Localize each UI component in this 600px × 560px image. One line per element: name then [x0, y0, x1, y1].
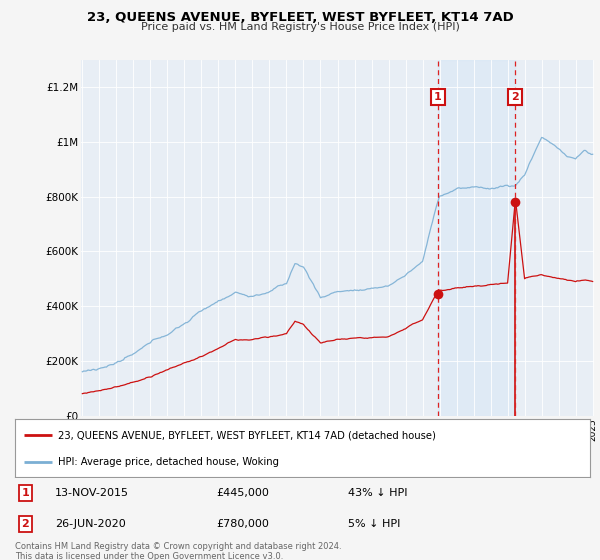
Text: HPI: Average price, detached house, Woking: HPI: Average price, detached house, Woki… [58, 456, 279, 466]
Text: Contains HM Land Registry data © Crown copyright and database right 2024.
This d: Contains HM Land Registry data © Crown c… [15, 542, 341, 560]
Bar [437, 60, 515, 416]
Text: 5% ↓ HPI: 5% ↓ HPI [349, 519, 401, 529]
Text: 23, QUEENS AVENUE, BYFLEET, WEST BYFLEET, KT14 7AD (detached house): 23, QUEENS AVENUE, BYFLEET, WEST BYFLEET… [58, 430, 436, 440]
Text: 13-NOV-2015: 13-NOV-2015 [55, 488, 129, 498]
Text: 43% ↓ HPI: 43% ↓ HPI [349, 488, 408, 498]
Text: 23, QUEENS AVENUE, BYFLEET, WEST BYFLEET, KT14 7AD: 23, QUEENS AVENUE, BYFLEET, WEST BYFLEET… [86, 11, 514, 24]
Text: £445,000: £445,000 [216, 488, 269, 498]
Text: £780,000: £780,000 [216, 519, 269, 529]
Text: Price paid vs. HM Land Registry's House Price Index (HPI): Price paid vs. HM Land Registry's House … [140, 22, 460, 32]
Text: 1: 1 [434, 92, 442, 102]
Text: 2: 2 [512, 92, 519, 102]
Text: 26-JUN-2020: 26-JUN-2020 [55, 519, 126, 529]
Text: 2: 2 [22, 519, 29, 529]
Text: 1: 1 [22, 488, 29, 498]
